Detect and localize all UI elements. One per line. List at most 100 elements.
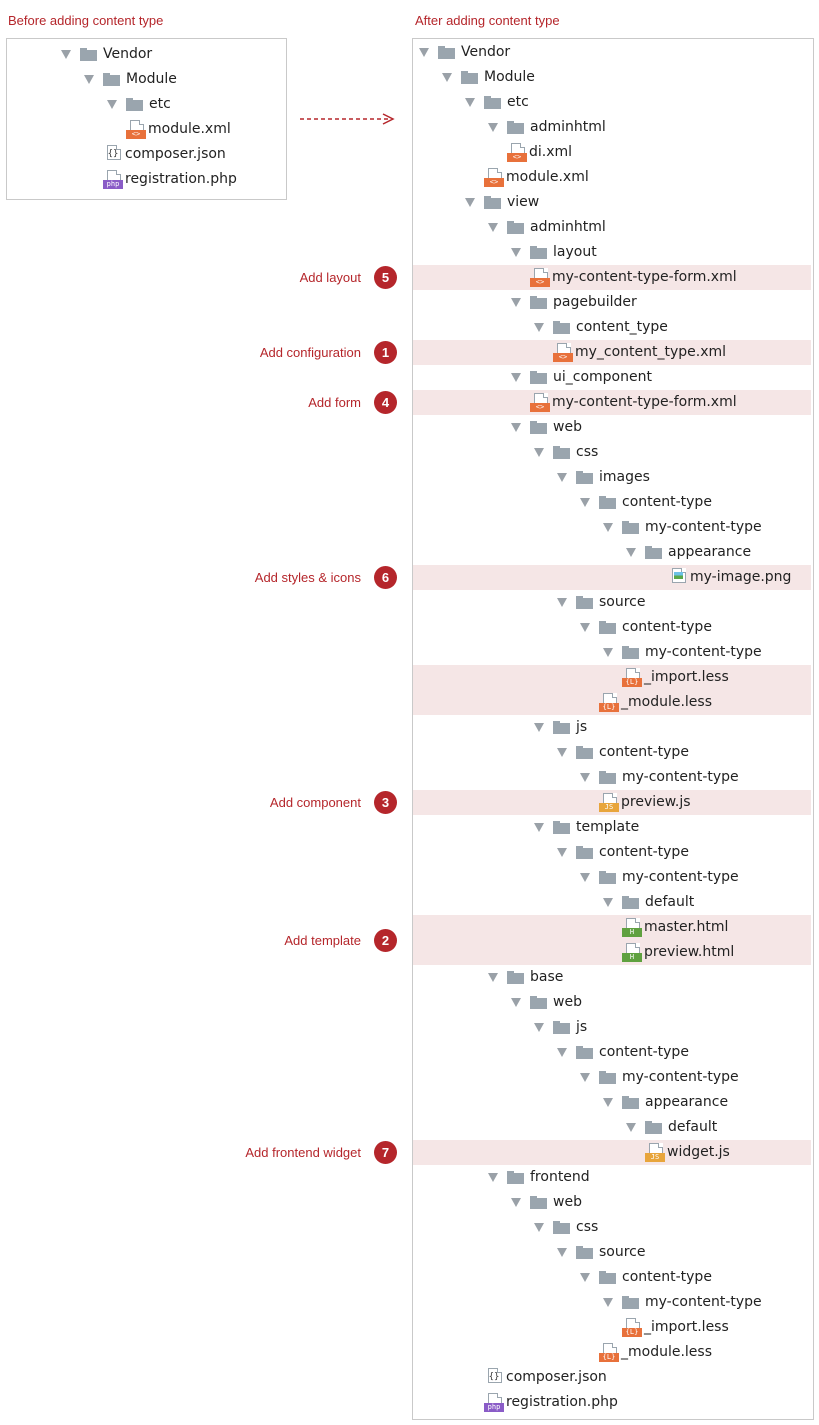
png-file-icon	[668, 568, 687, 588]
folder-tab	[507, 121, 514, 124]
file-name: master.html	[644, 919, 729, 935]
expand-triangle-icon[interactable]	[61, 50, 71, 59]
expand-triangle-icon[interactable]	[511, 373, 521, 382]
folder-body	[622, 898, 639, 909]
folder-name: view	[507, 194, 540, 210]
json-file-icon: {}	[103, 145, 122, 165]
expand-triangle-icon[interactable]	[603, 648, 613, 657]
expand-triangle-icon[interactable]	[511, 1198, 521, 1207]
folder-name: Module	[484, 69, 535, 85]
expand-triangle-icon[interactable]	[488, 1173, 498, 1182]
expand-triangle-icon[interactable]	[557, 1248, 567, 1257]
expand-triangle-icon[interactable]	[419, 48, 429, 57]
step-annotation: Add component 3	[0, 790, 397, 815]
xml-badge: <>	[126, 130, 146, 139]
file-name: registration.php	[125, 171, 237, 187]
folder-tab	[530, 296, 537, 299]
expand-triangle-icon[interactable]	[557, 848, 567, 857]
folder-tab	[530, 1196, 537, 1199]
expand-triangle-icon[interactable]	[580, 1073, 590, 1082]
folder-icon	[622, 646, 639, 659]
step-number-badge: 1	[374, 341, 397, 364]
folder-name: appearance	[645, 1094, 729, 1110]
folder-name: default	[645, 894, 695, 910]
folder-icon	[507, 221, 524, 234]
xml-badge: <>	[530, 403, 550, 412]
expand-triangle-icon[interactable]	[84, 75, 94, 84]
step-number-badge: 2	[374, 928, 397, 952]
expand-triangle-icon[interactable]	[534, 1223, 544, 1232]
expand-triangle-icon[interactable]	[511, 248, 521, 257]
folder-name: css	[576, 444, 599, 460]
expand-triangle-icon[interactable]	[511, 998, 521, 1007]
expand-triangle-icon[interactable]	[534, 723, 544, 732]
folder-body	[599, 1073, 616, 1084]
folder-body	[507, 1173, 524, 1184]
expand-triangle-icon[interactable]	[557, 473, 567, 482]
file-name: preview.html	[644, 944, 735, 960]
xml-badge: <>	[553, 353, 573, 362]
folder-name: Vendor	[103, 46, 153, 62]
xml-file-icon: <>	[553, 343, 573, 363]
expand-triangle-icon[interactable]	[465, 198, 475, 207]
xml-file-icon: <>	[530, 393, 550, 413]
expand-triangle-icon[interactable]	[580, 498, 590, 507]
html-file-icon: H	[622, 943, 642, 963]
folder-tab	[576, 596, 583, 599]
expand-triangle-icon[interactable]	[511, 298, 521, 307]
folder-icon	[438, 46, 455, 59]
folder-icon	[599, 771, 616, 784]
folder-body	[484, 98, 501, 109]
folder-body	[645, 1123, 662, 1134]
expand-triangle-icon[interactable]	[557, 748, 567, 757]
folder-tab	[599, 871, 606, 874]
expand-triangle-icon[interactable]	[557, 598, 567, 607]
expand-triangle-icon[interactable]	[603, 523, 613, 532]
folder-tab	[461, 71, 468, 74]
folder-icon	[507, 121, 524, 134]
folder-body	[576, 748, 593, 759]
file-name: composer.json	[125, 146, 226, 162]
expand-triangle-icon[interactable]	[534, 1023, 544, 1032]
expand-triangle-icon[interactable]	[580, 623, 590, 632]
folder-body	[622, 523, 639, 534]
expand-triangle-icon[interactable]	[603, 1298, 613, 1307]
folder-icon	[622, 896, 639, 909]
expand-triangle-icon[interactable]	[511, 423, 521, 432]
folder-tab	[622, 1296, 629, 1299]
expand-triangle-icon[interactable]	[107, 100, 117, 109]
folder-body	[553, 1223, 570, 1234]
expand-triangle-icon[interactable]	[626, 548, 636, 557]
folder-icon	[622, 1296, 639, 1309]
folder-body	[80, 50, 97, 61]
expand-triangle-icon[interactable]	[580, 773, 590, 782]
folder-tab	[576, 846, 583, 849]
folder-icon	[599, 1071, 616, 1084]
folder-name: content-type	[599, 844, 689, 860]
xml-file-icon: <>	[530, 268, 550, 288]
expand-triangle-icon[interactable]	[534, 448, 544, 457]
folder-tab	[507, 971, 514, 974]
expand-triangle-icon[interactable]	[626, 1123, 636, 1132]
expand-triangle-icon[interactable]	[465, 98, 475, 107]
expand-triangle-icon[interactable]	[580, 873, 590, 882]
expand-triangle-icon[interactable]	[488, 123, 498, 132]
expand-triangle-icon[interactable]	[488, 973, 498, 982]
step-number-badge: 3	[374, 791, 397, 814]
expand-triangle-icon[interactable]	[603, 1098, 613, 1107]
expand-triangle-icon[interactable]	[580, 1273, 590, 1282]
expand-triangle-icon[interactable]	[488, 223, 498, 232]
folder-name: source	[599, 1244, 646, 1260]
expand-triangle-icon[interactable]	[442, 73, 452, 82]
folder-name: web	[553, 419, 582, 435]
folder-tab	[530, 246, 537, 249]
js-badge: JS	[599, 803, 619, 812]
folder-name: css	[576, 1219, 599, 1235]
expand-triangle-icon[interactable]	[534, 323, 544, 332]
expand-triangle-icon[interactable]	[603, 898, 613, 907]
folder-body	[530, 298, 547, 309]
expand-triangle-icon[interactable]	[534, 823, 544, 832]
folder-tab	[599, 496, 606, 499]
folder-name: my-content-type	[622, 869, 739, 885]
expand-triangle-icon[interactable]	[557, 1048, 567, 1057]
